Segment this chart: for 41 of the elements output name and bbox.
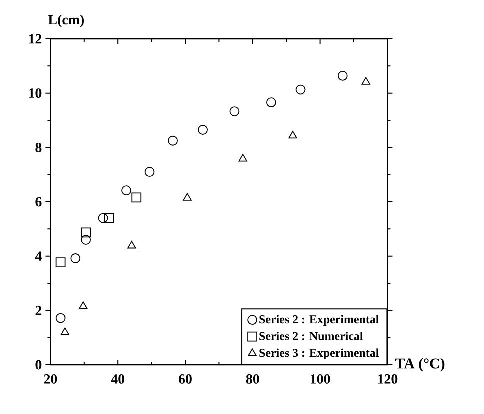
y-tick-label: 12	[29, 34, 42, 44]
x-tick-label: 20	[44, 374, 58, 384]
point	[104, 213, 114, 224]
point	[168, 136, 178, 146]
point	[230, 106, 240, 116]
x-axis-title: TA (°C)	[395, 358, 445, 372]
legend-label: Series 3 : Experimental	[260, 348, 380, 360]
point	[56, 313, 66, 324]
point	[296, 84, 306, 95]
point	[338, 70, 348, 81]
point	[183, 193, 192, 201]
point	[288, 131, 298, 139]
point	[198, 125, 208, 135]
y-tick-label: 0	[36, 360, 42, 370]
y-tick-label: 10	[29, 88, 42, 98]
legend-label: Series 2 : Experimental	[260, 315, 380, 326]
point	[98, 213, 108, 224]
point	[81, 235, 92, 245]
point	[128, 241, 136, 249]
point	[122, 186, 132, 196]
point	[362, 77, 370, 85]
point	[79, 302, 88, 310]
point	[238, 154, 248, 162]
x-tick-label: 120	[378, 374, 398, 384]
y-tick-label: 6	[36, 197, 42, 207]
point	[132, 192, 142, 203]
y-tick-label: 4	[35, 252, 42, 261]
legend-label: Series 2 : Numerical	[260, 332, 364, 340]
point	[56, 258, 66, 268]
y-tick-label: 8	[36, 142, 42, 152]
x-tick-label: 80	[246, 374, 260, 384]
y-axis-title: L(cm)	[48, 14, 84, 28]
point	[144, 167, 155, 178]
point	[60, 328, 70, 336]
point	[70, 254, 81, 264]
point	[266, 98, 276, 108]
x-tick-label: 40	[111, 374, 125, 384]
x-tick-label: 100	[310, 374, 330, 384]
y-tick-label: 2	[36, 306, 42, 316]
x-tick-label: 60	[179, 374, 192, 384]
point	[81, 228, 92, 238]
